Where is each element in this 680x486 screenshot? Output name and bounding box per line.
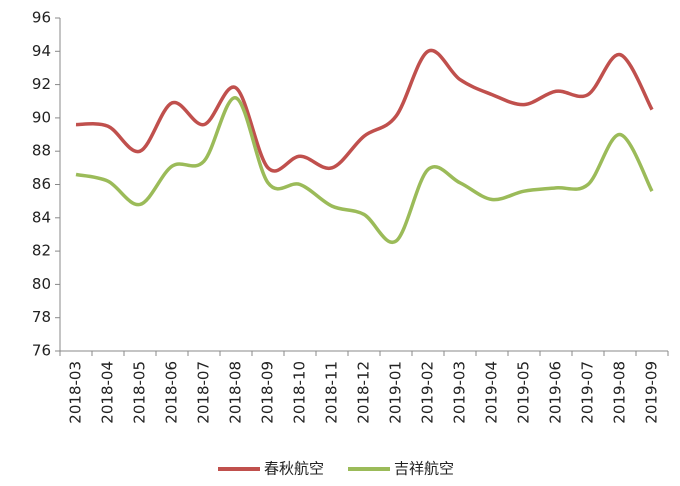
x-tick-label: 2018-11 (323, 361, 341, 424)
x-tick-label: 2019-04 (483, 361, 501, 424)
x-tick-label: 2018-12 (355, 361, 373, 424)
x-tick-label: 2018-07 (195, 361, 213, 424)
x-tick-label: 2018-04 (99, 361, 117, 424)
x-tick-label: 2019-06 (547, 361, 565, 424)
legend-label: 春秋航空 (264, 460, 324, 478)
y-tick-label: 86 (32, 175, 51, 193)
x-tick-label: 2019-03 (451, 361, 469, 424)
y-tick-label: 96 (32, 9, 51, 27)
x-tick-label: 2019-07 (579, 361, 597, 424)
x-tick-label: 2018-06 (163, 361, 181, 424)
x-tick-label: 2018-10 (291, 361, 309, 424)
x-tick-label: 2019-08 (611, 361, 629, 424)
y-tick-label: 82 (32, 242, 51, 260)
y-tick-label: 78 (32, 308, 51, 326)
x-tick-label: 2019-05 (515, 361, 533, 424)
y-tick-label: 84 (32, 208, 51, 226)
y-tick-label: 90 (32, 108, 51, 126)
x-tick-label: 2018-05 (131, 361, 149, 424)
y-tick-label: 80 (32, 275, 51, 293)
y-tick-label: 88 (32, 142, 51, 160)
y-tick-label: 94 (32, 42, 51, 60)
x-tick-label: 2018-03 (67, 361, 85, 424)
x-tick-label: 2018-08 (227, 361, 245, 424)
y-tick-label: 92 (32, 75, 51, 93)
x-tick-label: 2018-09 (259, 361, 277, 424)
series-line (75, 96, 654, 245)
x-tick-label: 2019-01 (387, 361, 405, 424)
y-tick-label: 76 (32, 342, 51, 360)
x-tick-label: 2019-02 (419, 361, 437, 424)
x-tick-label: 2019-09 (643, 361, 661, 424)
series-line (75, 48, 654, 173)
legend-label: 吉祥航空 (394, 460, 454, 478)
